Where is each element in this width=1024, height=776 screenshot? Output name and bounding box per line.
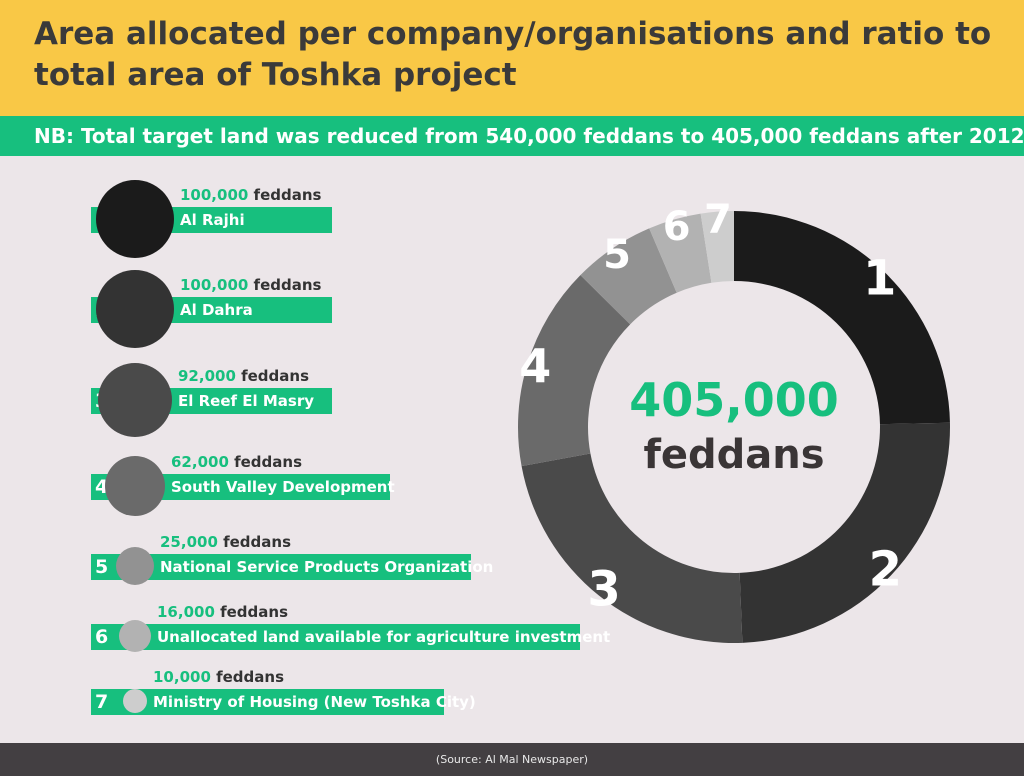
donut-slice-label: 4 <box>519 339 551 393</box>
donut-slice-label: 2 <box>869 542 902 598</box>
legend-swatch-circle <box>105 456 165 516</box>
donut-slice-4 <box>518 275 631 467</box>
legend-value-number: 100,000 <box>180 276 249 294</box>
legend-swatch-circle <box>96 270 174 348</box>
legend-label: El Reef El Masry <box>178 392 315 410</box>
donut-chart: 1 2 3 4 56 7 405,000 feddans <box>518 200 950 643</box>
donut-slice-label: 1 <box>863 251 896 307</box>
legend-bar <box>91 689 444 715</box>
source-text: (Source: Al Mal Newspaper) <box>435 753 589 766</box>
note-text: NB: Total target land was reduced from 5… <box>34 124 1024 148</box>
legend-label: Al Dahra <box>180 301 253 319</box>
donut-slice-5 <box>580 228 677 325</box>
legend-value-number: 92,000 <box>178 367 236 385</box>
legend-value-unit: feddans <box>228 453 303 471</box>
donut-slice-label: 6 <box>663 204 691 250</box>
legend-value-unit: feddans <box>248 186 322 204</box>
legend-value-number: 62,000 <box>171 453 229 471</box>
footer: (Source: Al Mal Newspaper) <box>0 743 1024 776</box>
donut-slice-6 <box>649 213 712 293</box>
legend-label: National Service Products Organization <box>160 558 494 576</box>
legend-swatch-circle <box>123 689 147 713</box>
legend-label: Unallocated land available for agricultu… <box>157 628 611 646</box>
donut-slice-7 <box>700 211 734 283</box>
legend-value-number: 16,000 <box>157 603 215 621</box>
legend-value-number: 25,000 <box>160 533 218 551</box>
legend-bar <box>91 624 580 650</box>
legend-value-unit: feddans <box>214 603 289 621</box>
donut-slice-2 <box>739 422 950 643</box>
donut-slice-3 <box>521 453 743 643</box>
legend-swatch-circle <box>116 547 154 585</box>
donut-slice-label: 7 <box>704 200 732 243</box>
center-value: 405,000 <box>629 373 839 427</box>
legend-value: 62,000 feddans <box>171 453 302 471</box>
legend-value: 25,000 feddans <box>160 533 291 551</box>
legend-swatch-circle <box>96 180 174 258</box>
legend-swatch-circle <box>98 363 172 437</box>
legend-value: 16,000 feddans <box>157 603 288 621</box>
donut-slice-label: 5 <box>603 232 631 278</box>
legend-number: 5 <box>95 556 109 578</box>
legend-value: 10,000 feddans <box>153 668 284 686</box>
donut-slice-label: 3 <box>587 561 620 617</box>
title-banner: Area allocated per company/organisations… <box>0 0 1024 116</box>
legend-number: 4 <box>95 476 109 498</box>
legend-swatch-circle <box>119 620 151 652</box>
legend-value: 100,000 feddans <box>180 276 321 294</box>
legend-value-unit: feddans <box>217 533 292 551</box>
legend-number: 7 <box>95 691 109 713</box>
legend-value-number: 100,000 <box>180 186 249 204</box>
legend-label: Ministry of Housing (New Toshka City) <box>153 693 476 711</box>
page-title: Area allocated per company/organisations… <box>34 16 992 93</box>
legend-value: 100,000 feddans <box>180 186 321 204</box>
legend-value-number: 10,000 <box>153 668 211 686</box>
legend-label: Al Rajhi <box>180 211 245 229</box>
legend-value-unit: feddans <box>248 276 322 294</box>
note-banner: NB: Total target land was reduced from 5… <box>0 116 1024 156</box>
legend-number: 6 <box>95 626 109 648</box>
legend-value-unit: feddans <box>210 668 285 686</box>
legend-value: 92,000 feddans <box>178 367 309 385</box>
legend-value-unit: feddans <box>235 367 310 385</box>
donut-slice-1 <box>734 211 950 425</box>
legend-label: South Valley Development <box>171 478 395 496</box>
legend-bar <box>91 554 471 580</box>
center-unit: feddans <box>643 432 824 478</box>
